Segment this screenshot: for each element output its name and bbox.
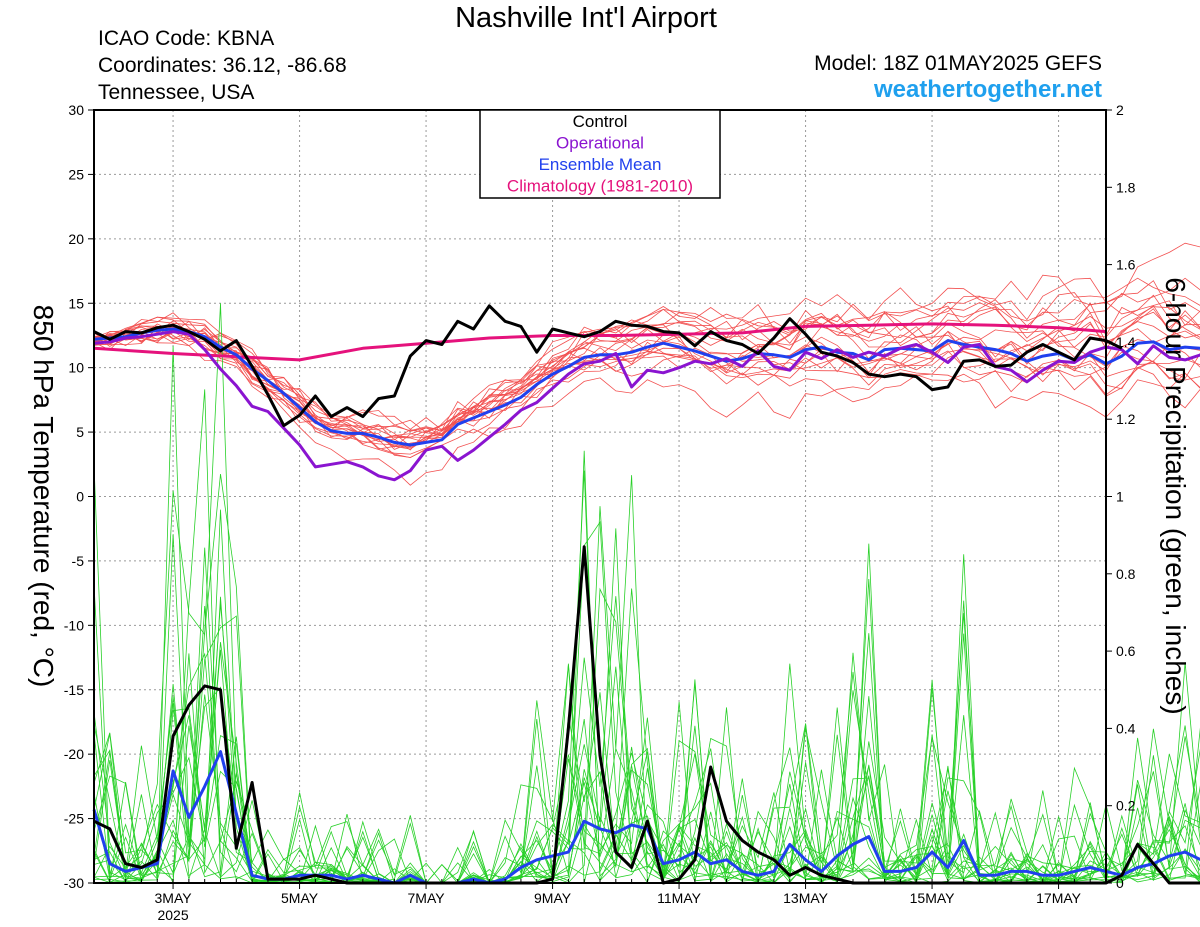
legend: Control Operational Ensemble Mean Climatolo… [479, 109, 721, 199]
left-tick-label: 20 [68, 231, 84, 247]
temp-member-line [93, 287, 1200, 450]
right-axis-title: 6-hour Precipitation (green, inches) [1160, 277, 1191, 714]
legend-entry: Climatology (1981-2010) [507, 177, 693, 196]
x-tick-label: 9MAY [534, 890, 572, 906]
right-tick-label: 0 [1116, 875, 1124, 891]
x-tick-label: 15MAY [910, 890, 956, 906]
left-tick-label: -10 [64, 617, 84, 633]
x-tick-label: 5MAY [281, 890, 319, 906]
temp-member-line [93, 316, 1200, 440]
right-tick-label: 1.8 [1116, 179, 1136, 195]
left-tick-label: 10 [68, 360, 84, 376]
temp-member-line [93, 274, 1200, 432]
left-tick-label: 25 [68, 166, 84, 182]
x-tick-sublabel: 2025 [157, 907, 188, 923]
precip-member-line [93, 475, 1200, 884]
legend-entry: Ensemble Mean [539, 155, 662, 174]
temp-member-line [93, 312, 1200, 443]
precip-member-line [93, 725, 1200, 884]
series-lines [92, 304, 1200, 885]
right-tick-label: 0.2 [1116, 798, 1136, 814]
precip-member-line [93, 303, 1200, 884]
precip-member-line [93, 389, 1200, 885]
right-tick-label: 0.4 [1116, 720, 1136, 736]
temp-member-line [93, 326, 1200, 449]
temp-member-line [93, 323, 1200, 458]
left-tick-label: 0 [76, 489, 84, 505]
left-tick-label: 30 [68, 102, 84, 118]
control-precip-line [93, 545, 1200, 885]
temp-member-line [93, 277, 1200, 486]
precip-member-line [93, 528, 1200, 884]
right-tick-label: 1.6 [1116, 257, 1136, 273]
ensemble-members [93, 242, 1200, 885]
site-link[interactable]: weathertogether.net [873, 76, 1102, 103]
left-tick-label: -15 [64, 682, 84, 698]
temp-member-line [93, 306, 1200, 433]
left-tick-label: 5 [76, 424, 84, 440]
right-tick-label: 2 [1116, 102, 1124, 118]
precip-member-line [93, 345, 1200, 884]
temp-member-line [93, 277, 1200, 432]
coordinates: Coordinates: 36.12, -86.68 [98, 54, 347, 77]
x-tick-label: 7MAY [408, 890, 446, 906]
temp-member-line [93, 312, 1200, 459]
x-tick-label: 3MAY [155, 890, 193, 906]
x-tick-label: 11MAY [657, 890, 701, 906]
precip-member-line [93, 649, 1200, 884]
climatology-temp-line [93, 322, 1107, 362]
axes: 302520151050-5-10-15-20-25-3021.81.61.41… [28, 102, 1191, 923]
temp-member-line [93, 242, 1200, 448]
left-tick-label: 15 [68, 295, 84, 311]
model-run: Model: 18Z 01MAY2025 GEFS [814, 52, 1102, 75]
legend-entry: Control [573, 112, 628, 131]
right-tick-label: 1.4 [1116, 334, 1136, 350]
icao-code: ICAO Code: KBNA [98, 27, 275, 50]
left-tick-label: -5 [72, 553, 85, 569]
region: Tennessee, USA [98, 81, 255, 104]
control-temp-line [93, 304, 1123, 428]
temp-member-line [93, 320, 1200, 450]
operational-temp-line [93, 330, 1200, 482]
ensemble-mean-temp-line [93, 327, 1200, 447]
temp-member-line [93, 300, 1200, 451]
x-tick-label: 13MAY [783, 890, 829, 906]
legend-box [479, 109, 721, 199]
page-title: Nashville Int'l Airport [455, 2, 717, 34]
left-axis-title: 850 hPa Temperature (red, °C) [28, 305, 59, 688]
legend-entry: Operational [556, 134, 644, 153]
right-tick-label: 1.2 [1116, 411, 1136, 427]
right-tick-label: 1 [1116, 489, 1124, 505]
x-tick-label: 17MAY [1036, 890, 1082, 906]
left-tick-label: -20 [64, 746, 84, 762]
left-tick-label: -30 [64, 875, 84, 891]
right-tick-label: 0.8 [1116, 566, 1136, 582]
right-tick-label: 0.6 [1116, 643, 1136, 659]
precip-member-line [93, 587, 1200, 884]
temp-member-line [93, 315, 1200, 448]
left-tick-label: -25 [64, 811, 84, 827]
